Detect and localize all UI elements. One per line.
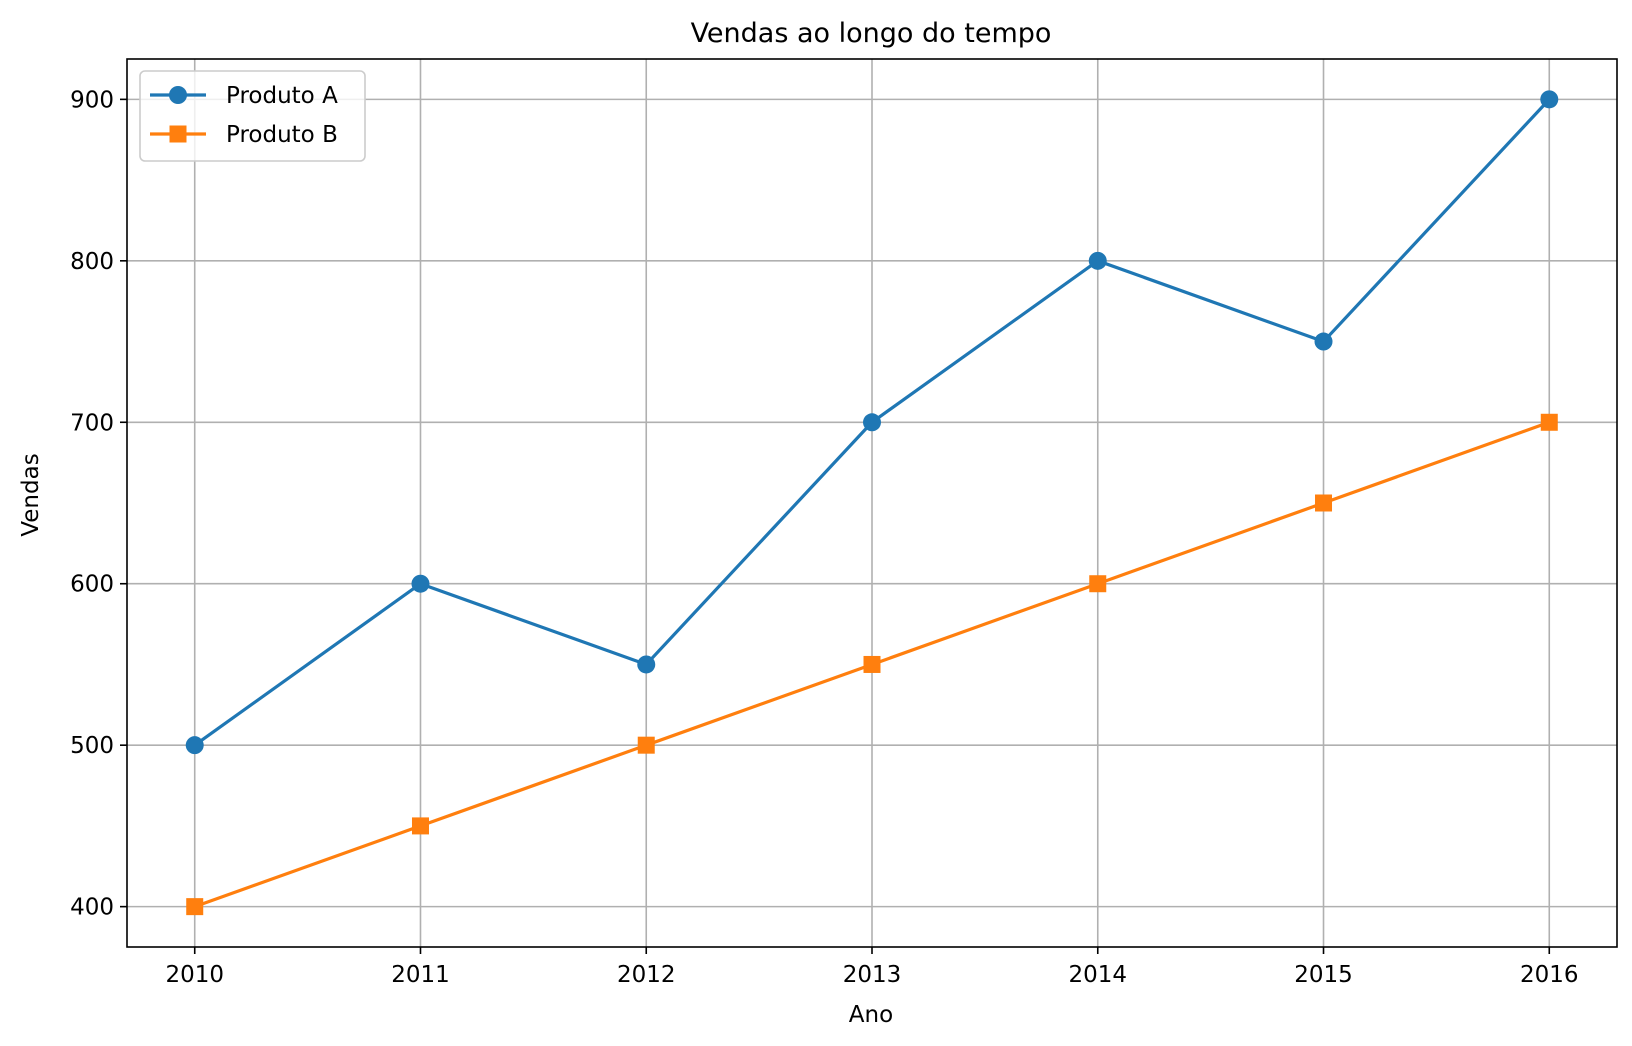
- y-tick-label: 600: [70, 572, 114, 598]
- data-point: [1314, 332, 1333, 351]
- data-point: [185, 736, 204, 755]
- x-tick-label: 2011: [391, 962, 450, 988]
- y-tick-label: 500: [70, 733, 114, 759]
- x-tick-label: 2010: [165, 962, 224, 988]
- legend-label: Produto B: [226, 122, 338, 148]
- series-produto-b: [186, 413, 1558, 916]
- data-point: [186, 898, 204, 916]
- data-point: [1315, 494, 1333, 512]
- series-produto-a: [185, 90, 1559, 755]
- data-point: [863, 655, 881, 673]
- chart-title: Vendas ao longo do tempo: [691, 18, 1052, 49]
- y-tick-label: 400: [70, 895, 114, 921]
- x-tick-label: 2012: [617, 962, 676, 988]
- data-point: [1089, 575, 1107, 593]
- series-layer: [185, 90, 1559, 916]
- y-tick-label: 700: [70, 410, 114, 436]
- data-point: [637, 655, 656, 674]
- data-point: [1540, 90, 1559, 109]
- legend: Produto A Produto B: [139, 70, 366, 162]
- x-axis-title: Ano: [849, 1002, 893, 1028]
- y-axis-title: Vendas: [18, 453, 44, 536]
- legend-marker: [169, 86, 187, 104]
- y-tick-label: 800: [70, 249, 114, 275]
- data-point: [411, 574, 430, 593]
- data-point: [863, 413, 881, 432]
- x-tick-label: 2016: [1520, 962, 1579, 988]
- x-tick-label: 2014: [1068, 962, 1127, 988]
- x-tick-label: 2015: [1294, 962, 1353, 988]
- data-point: [1088, 251, 1107, 270]
- legend-item: Produto B: [150, 122, 338, 148]
- data-point: [411, 817, 429, 835]
- data-point: [637, 736, 655, 754]
- legend-label: Produto A: [226, 83, 338, 109]
- data-point: [1540, 413, 1558, 431]
- x-tick-label: 2013: [843, 962, 902, 988]
- legend-marker: [169, 125, 187, 143]
- legend-item: Produto A: [150, 83, 338, 109]
- y-tick-label: 900: [70, 87, 114, 113]
- axis-ticks: 2010 2011 2012 2013 2014 2015 2016 400 500 600 700…: [70, 87, 1578, 988]
